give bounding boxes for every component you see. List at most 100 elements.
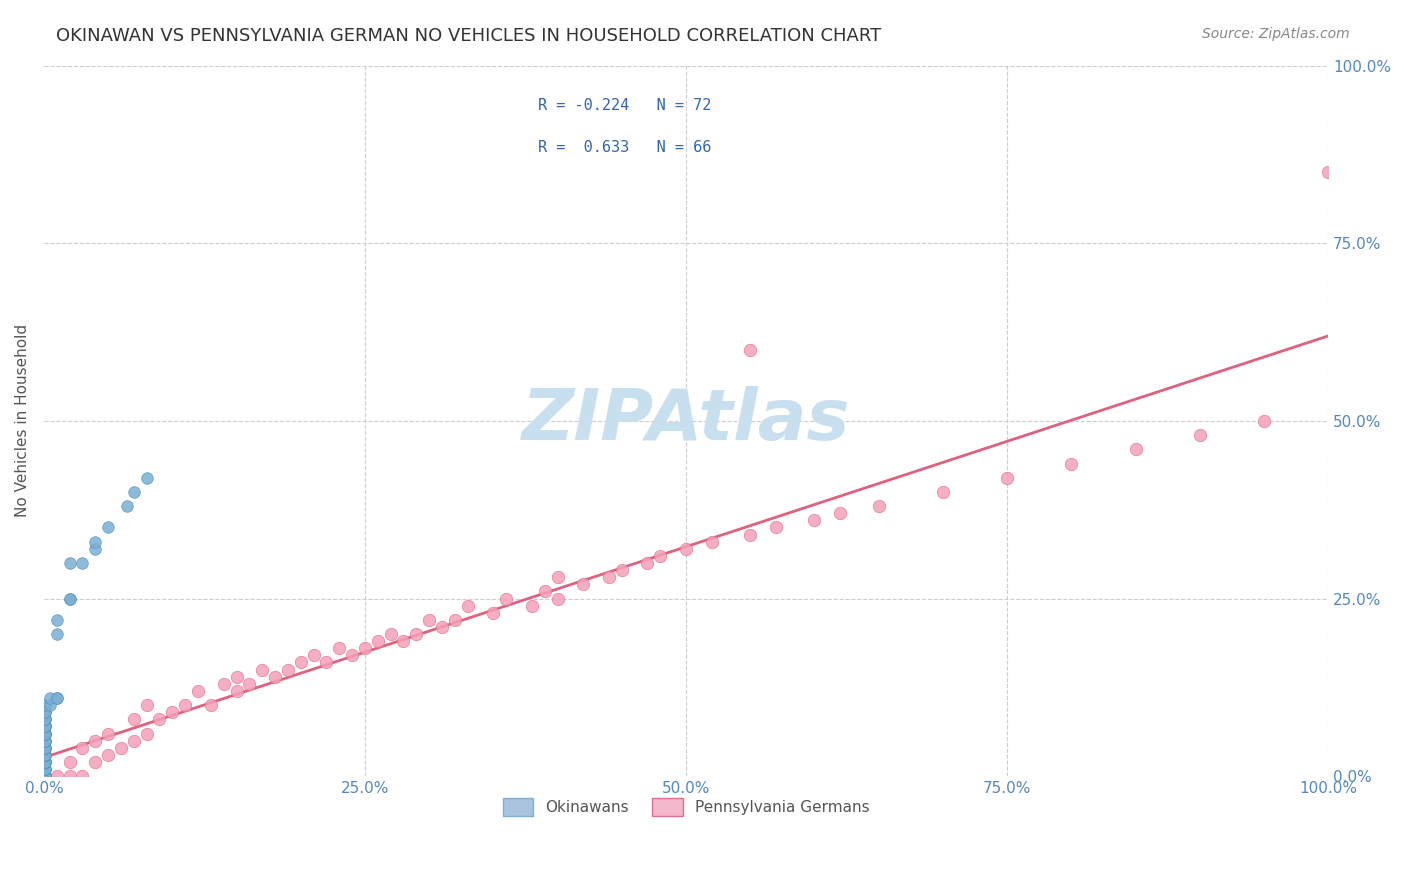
Point (34, 762, 56, 776)
Point (34, 769, 56, 783)
Point (1317, 165, 1340, 179)
Point (72, 769, 94, 783)
Point (740, 527, 762, 541)
Point (45, 613, 67, 627)
Point (34, 769, 56, 783)
Point (495, 591, 517, 606)
Point (34, 769, 56, 783)
Point (520, 599, 543, 613)
Point (34, 705, 56, 719)
Point (34, 740, 56, 755)
Point (34, 733, 56, 747)
Point (84, 733, 107, 747)
Point (830, 506, 852, 520)
Point (34, 769, 56, 783)
Point (34, 762, 56, 776)
Point (803, 513, 825, 527)
Point (135, 698, 157, 712)
Point (264, 670, 287, 684)
Point (34, 755, 56, 769)
Point (34, 769, 56, 783)
Point (34, 769, 56, 783)
Text: ZIPAtlas: ZIPAtlas (522, 386, 851, 456)
Point (277, 663, 299, 677)
Point (97, 726, 120, 740)
Point (225, 670, 247, 684)
Point (34, 762, 56, 776)
Point (122, 485, 145, 500)
Point (97, 520, 120, 534)
Point (392, 634, 415, 648)
Point (868, 499, 890, 513)
Point (250, 663, 273, 677)
Point (84, 755, 107, 769)
Point (34, 733, 56, 747)
Point (34, 726, 56, 740)
Point (58, 755, 80, 769)
Point (34, 755, 56, 769)
Point (1253, 414, 1275, 428)
Point (444, 613, 467, 627)
Point (380, 627, 402, 641)
Point (34, 747, 56, 762)
Point (650, 549, 672, 563)
Point (34, 769, 56, 783)
Point (598, 570, 620, 584)
Point (34, 769, 56, 783)
Point (34, 769, 56, 783)
Point (765, 520, 787, 534)
Point (34, 719, 56, 733)
Point (122, 712, 145, 726)
Point (84, 541, 107, 556)
Point (700, 534, 723, 549)
Point (34, 769, 56, 783)
Point (34, 705, 56, 719)
Point (637, 556, 659, 570)
Point (34, 712, 56, 726)
Point (405, 627, 427, 641)
Point (533, 584, 555, 599)
Point (135, 726, 157, 740)
Point (187, 684, 209, 698)
Point (34, 712, 56, 726)
Point (418, 613, 440, 627)
Point (34, 769, 56, 783)
Point (34, 769, 56, 783)
Point (238, 677, 260, 691)
Text: Source: ZipAtlas.com: Source: ZipAtlas.com (1202, 27, 1350, 41)
Point (72, 740, 94, 755)
Point (97, 747, 120, 762)
Point (995, 471, 1018, 485)
Point (34, 726, 56, 740)
Text: R =  0.633   N = 66: R = 0.633 N = 66 (538, 140, 711, 155)
Point (117, 499, 139, 513)
Point (482, 606, 505, 620)
Point (328, 641, 350, 656)
Legend: Okinawans, Pennsylvania Germans: Okinawans, Pennsylvania Germans (494, 789, 879, 825)
Point (34, 769, 56, 783)
Point (34, 733, 56, 747)
Point (34, 769, 56, 783)
Point (225, 684, 247, 698)
Point (932, 485, 955, 500)
Point (675, 541, 697, 556)
Point (34, 747, 56, 762)
Point (45, 769, 67, 783)
Point (122, 733, 145, 747)
Point (39, 698, 62, 712)
Point (34, 747, 56, 762)
Point (135, 471, 157, 485)
Point (45, 691, 67, 706)
Point (110, 740, 132, 755)
Point (34, 747, 56, 762)
Point (34, 740, 56, 755)
Point (302, 648, 325, 663)
Point (430, 620, 453, 634)
Point (58, 591, 80, 606)
Point (34, 755, 56, 769)
Point (58, 591, 80, 606)
Point (315, 656, 337, 670)
Point (34, 726, 56, 740)
Point (45, 691, 67, 706)
Y-axis label: No Vehicles in Household: No Vehicles in Household (15, 325, 30, 517)
